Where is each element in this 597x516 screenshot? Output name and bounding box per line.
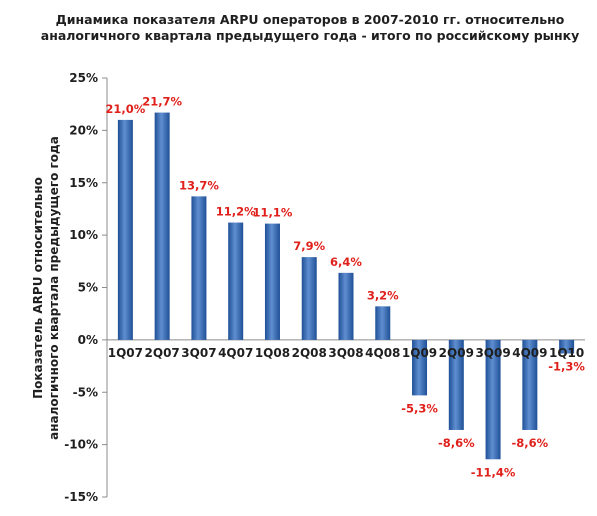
bar-2Q08 xyxy=(301,257,317,340)
bar-2Q09 xyxy=(448,339,464,430)
y-tick-label: 0% xyxy=(78,333,98,347)
bar-3Q07 xyxy=(191,196,207,340)
x-tick-label: 3Q08 xyxy=(328,346,363,360)
bar-3Q09 xyxy=(485,339,501,460)
x-tick-label: 4Q08 xyxy=(365,346,400,360)
bar-1Q09 xyxy=(412,339,428,396)
data-label: 6,4% xyxy=(330,255,362,269)
x-tick-label: 4Q07 xyxy=(218,346,253,360)
axes: 25% 20% 15% 10% 5% 0% -5% -10% -15% xyxy=(64,71,585,504)
y-tick-label: -5% xyxy=(73,385,98,399)
chart-title-line-1: Динамика показателя ARPU операторов в 20… xyxy=(56,12,565,27)
bar-2Q07 xyxy=(154,112,170,340)
x-tick-label: 1Q09 xyxy=(402,346,437,360)
data-label: -1,3% xyxy=(548,359,585,373)
data-label: -5,3% xyxy=(401,401,438,415)
x-tick-label: 3Q07 xyxy=(181,346,216,360)
x-tick-label: 3Q09 xyxy=(475,346,510,360)
data-label: 3,2% xyxy=(367,288,399,302)
bars xyxy=(117,112,575,460)
x-tick-label: 2Q08 xyxy=(292,346,327,360)
data-label: 11,1% xyxy=(253,206,293,220)
y-tick-label: -15% xyxy=(64,490,98,504)
x-tick-label: 2Q07 xyxy=(145,346,180,360)
y-tick-label: 25% xyxy=(69,71,98,85)
y-tick-label: -10% xyxy=(64,438,98,452)
bar-3Q08 xyxy=(338,272,354,340)
data-labels: 1Q07 21,0% 2Q07 21,7% 3Q07 13,7% 4Q07 11,2% 1Q08… xyxy=(105,95,585,480)
chart-title-line-2: аналогичного квартала предыдущего года -… xyxy=(41,28,579,43)
y-axis-label-line-2: аналогичного квартала предыдущего года xyxy=(47,136,61,440)
bar-4Q08 xyxy=(375,306,391,340)
x-tick-label: 2Q09 xyxy=(439,346,474,360)
data-label: -11,4% xyxy=(471,465,516,479)
bar-1Q10 xyxy=(559,339,575,354)
bar-1Q08 xyxy=(264,223,280,340)
bar-4Q09 xyxy=(522,339,538,430)
data-label: 11,2% xyxy=(216,205,256,219)
data-label: 7,9% xyxy=(293,239,325,253)
y-tick-label: 20% xyxy=(69,123,98,137)
y-axis-label-line-1: Показатель ARPU относительно xyxy=(31,177,45,399)
y-tick-label: 15% xyxy=(69,176,98,190)
data-label: -8,6% xyxy=(438,436,475,450)
x-tick-label: 1Q07 xyxy=(108,346,143,360)
x-tick-label: 1Q08 xyxy=(255,346,290,360)
bar-4Q07 xyxy=(228,222,244,340)
x-tick-label: 1Q10 xyxy=(549,346,584,360)
data-label: 21,7% xyxy=(142,95,182,109)
x-tick-label: 4Q09 xyxy=(512,346,547,360)
y-tick-label: 5% xyxy=(78,281,98,295)
data-label: 13,7% xyxy=(179,178,219,192)
y-tick-label: 10% xyxy=(69,228,98,242)
data-label: 21,0% xyxy=(105,102,145,116)
bar-1Q07 xyxy=(117,119,133,340)
data-label: -8,6% xyxy=(512,436,549,450)
